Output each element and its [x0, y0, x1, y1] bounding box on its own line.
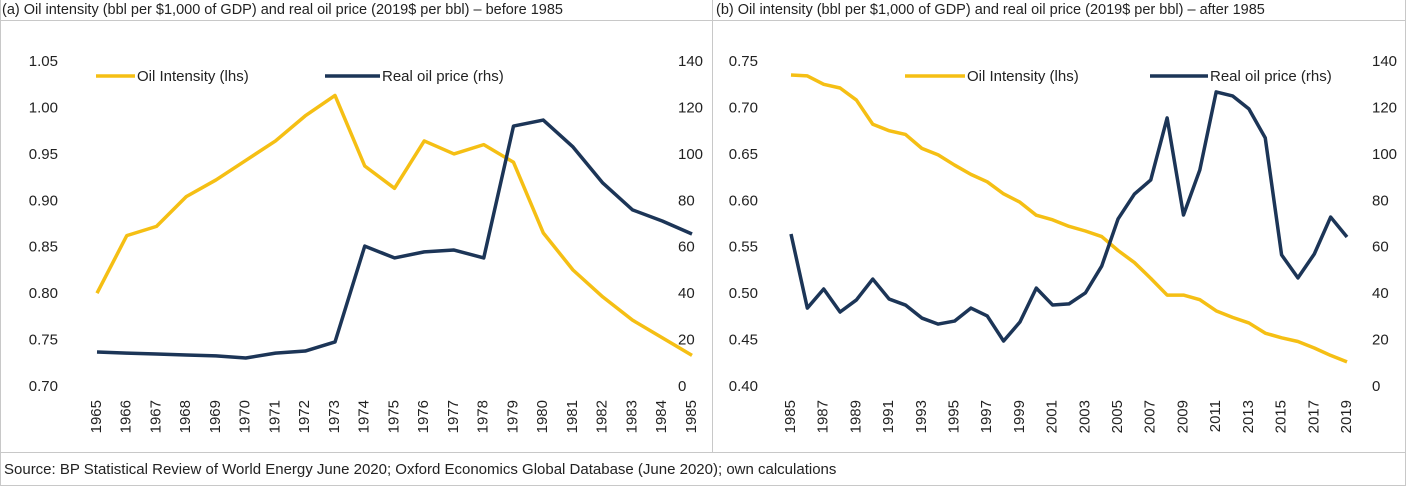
x-tick-label: 1979: [504, 400, 521, 433]
y-tick-label: 0.80: [29, 285, 58, 302]
y2-tick-label: 120: [678, 99, 703, 116]
x-tick-label: 1980: [534, 400, 551, 433]
x-tick-label: 1983: [623, 400, 640, 433]
series-line: [96, 118, 693, 360]
y-tick-label: 0.70: [729, 99, 758, 116]
y2-tick-label: 100: [1372, 146, 1397, 163]
legend-label: Real oil price (rhs): [1210, 68, 1332, 85]
y-tick-label: 0.70: [29, 378, 58, 395]
x-tick-label: 1991: [880, 400, 897, 433]
x-tick-label: 1985: [683, 400, 700, 433]
y-tick-label: 0.55: [729, 239, 758, 256]
x-tick-label: 1995: [945, 400, 962, 433]
chart-title: (b) Oil intensity (bbl per $1,000 of GDP…: [716, 2, 1265, 18]
y-tick-label: 0.85: [29, 239, 58, 256]
x-tick-label: 2017: [1305, 400, 1322, 433]
y2-tick-label: 80: [1372, 192, 1389, 209]
x-tick-label: 1965: [88, 400, 105, 433]
y2-tick-label: 20: [1372, 332, 1389, 349]
series-line: [790, 73, 1348, 364]
x-tick-label: 1966: [118, 400, 135, 433]
y-tick-label: 1.05: [29, 53, 58, 70]
x-tick-label: 1977: [445, 400, 462, 433]
x-tick-label: 1999: [1011, 400, 1028, 433]
x-tick-label: 1971: [266, 400, 283, 433]
x-tick-label: 2019: [1338, 400, 1355, 433]
x-tick-label: 1982: [594, 400, 611, 433]
x-tick-label: 1987: [815, 400, 832, 433]
x-tick-label: 2005: [1109, 400, 1126, 433]
y2-tick-label: 60: [678, 239, 695, 256]
y2-tick-label: 40: [1372, 285, 1389, 302]
x-tick-label: 2015: [1273, 400, 1290, 433]
x-tick-label: 1973: [326, 400, 343, 433]
y2-tick-label: 140: [1372, 53, 1397, 70]
x-tick-label: 1968: [177, 400, 194, 433]
y-tick-label: 0.75: [729, 53, 758, 70]
y-tick-label: 0.75: [29, 332, 58, 349]
x-tick-label: 1976: [415, 400, 432, 433]
x-tick-label: 2001: [1044, 400, 1061, 433]
y2-tick-label: 100: [678, 146, 703, 163]
x-tick-label: 2009: [1174, 400, 1191, 433]
x-tick-label: 1970: [237, 400, 254, 433]
x-tick-label: 1967: [147, 400, 164, 433]
legend-label: Oil Intensity (lhs): [967, 68, 1079, 85]
y-tick-label: 0.45: [729, 332, 758, 349]
x-tick-label: 1997: [978, 400, 995, 433]
x-tick-label: 1975: [385, 400, 402, 433]
y2-tick-label: 60: [1372, 239, 1389, 256]
y2-tick-label: 80: [678, 192, 695, 209]
chart-title: (a) Oil intensity (bbl per $1,000 of GDP…: [2, 2, 563, 18]
x-tick-label: 2007: [1142, 400, 1159, 433]
source-note: Source: BP Statistical Review of World E…: [4, 461, 836, 478]
y-tick-label: 1.00: [29, 99, 58, 116]
series-line: [95, 93, 693, 357]
y2-tick-label: 0: [1372, 378, 1380, 395]
x-tick-label: 1981: [564, 400, 581, 433]
y-tick-label: 0.60: [729, 192, 758, 209]
y-tick-label: 0.90: [29, 192, 58, 209]
series-line: [789, 90, 1349, 343]
x-tick-label: 1985: [782, 400, 799, 433]
x-tick-label: 2003: [1076, 400, 1093, 433]
y-tick-label: 0.65: [729, 146, 758, 163]
x-tick-label: 1978: [475, 400, 492, 433]
y2-tick-label: 120: [1372, 99, 1397, 116]
y-tick-label: 0.50: [729, 285, 758, 302]
y2-tick-label: 0: [678, 378, 686, 395]
y2-tick-label: 20: [678, 332, 695, 349]
x-tick-label: 1993: [913, 400, 930, 433]
x-tick-label: 1984: [653, 400, 670, 433]
x-tick-label: 2013: [1240, 400, 1257, 433]
y-tick-label: 0.95: [29, 146, 58, 163]
legend-label: Real oil price (rhs): [382, 68, 504, 85]
y2-tick-label: 140: [678, 53, 703, 70]
legend-label: Oil Intensity (lhs): [137, 68, 249, 85]
y-tick-label: 0.40: [729, 378, 758, 395]
x-tick-label: 1989: [847, 400, 864, 433]
x-tick-label: 1974: [356, 400, 373, 433]
x-tick-label: 1972: [296, 400, 313, 433]
x-tick-label: 2011: [1207, 400, 1224, 432]
x-tick-label: 1969: [207, 400, 224, 433]
y2-tick-label: 40: [678, 285, 695, 302]
